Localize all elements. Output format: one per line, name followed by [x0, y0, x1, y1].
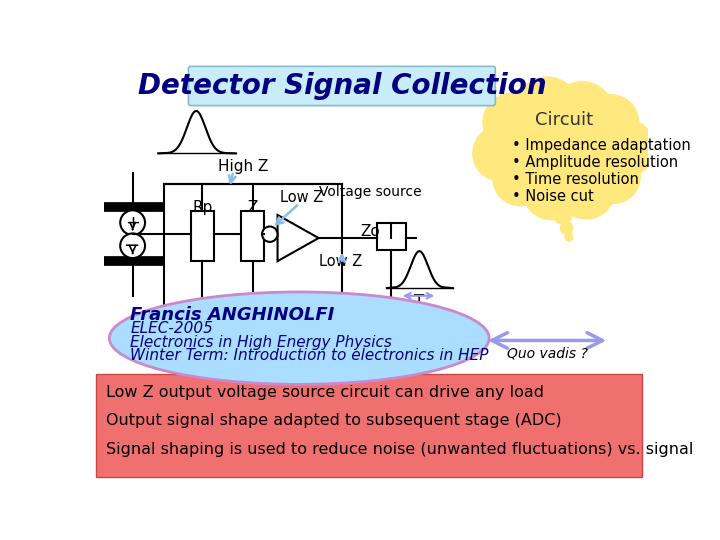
Circle shape [551, 82, 613, 143]
Circle shape [554, 206, 572, 224]
Circle shape [521, 102, 601, 182]
Circle shape [503, 136, 561, 194]
Bar [163, 184, 342, 319]
Text: • Amplitude resolution: • Amplitude resolution [513, 155, 678, 170]
Circle shape [586, 150, 640, 204]
Bar [96, 374, 642, 477]
Text: −: − [125, 237, 141, 255]
Text: Output signal shape adapted to subsequent stage (ADC): Output signal shape adapted to subsequen… [106, 413, 561, 428]
Text: • Noise cut: • Noise cut [513, 189, 594, 204]
Bar [377, 222, 406, 249]
Bar [191, 211, 214, 261]
Circle shape [483, 93, 542, 152]
Text: • Impedance adaptation: • Impedance adaptation [513, 138, 691, 153]
Text: Z: Z [248, 200, 258, 215]
Circle shape [557, 160, 616, 219]
Circle shape [120, 210, 145, 235]
Circle shape [493, 152, 547, 206]
Circle shape [262, 226, 277, 242]
Circle shape [484, 111, 534, 160]
Ellipse shape [109, 292, 489, 384]
Text: • Time resolution: • Time resolution [513, 172, 639, 187]
Circle shape [595, 119, 654, 177]
Circle shape [515, 77, 580, 142]
Bar [241, 211, 264, 261]
Text: Circuit: Circuit [535, 111, 593, 129]
Text: +: + [125, 214, 140, 232]
Circle shape [120, 233, 145, 258]
Text: Francis ANGHINOLFI: Francis ANGHINOLFI [130, 306, 335, 324]
Text: Electronics in High Energy Physics: Electronics in High Energy Physics [130, 334, 392, 349]
Circle shape [583, 95, 639, 150]
Circle shape [565, 233, 573, 241]
Text: Signal shaping is used to reduce noise (unwanted fluctuations) vs. signal: Signal shaping is used to reduce noise (… [106, 442, 693, 456]
Text: T: T [414, 293, 425, 311]
FancyBboxPatch shape [189, 66, 495, 106]
Text: Zo: Zo [361, 225, 380, 239]
Text: High Z: High Z [218, 159, 269, 174]
Circle shape [473, 126, 528, 181]
Text: Low Z output voltage source circuit can drive any load: Low Z output voltage source circuit can … [106, 384, 544, 400]
Text: Winter Term: Introduction to electronics in HEP: Winter Term: Introduction to electronics… [130, 348, 489, 363]
Circle shape [523, 164, 579, 220]
Text: Voltage source: Voltage source [319, 185, 421, 199]
Text: Quo vadis ?: Quo vadis ? [507, 347, 588, 361]
Circle shape [560, 222, 573, 234]
Text: ELEC-2005: ELEC-2005 [130, 321, 213, 336]
Text: Low Z: Low Z [319, 254, 362, 268]
Text: Detector Signal Collection: Detector Signal Collection [138, 72, 546, 100]
Text: Low Z: Low Z [280, 190, 323, 205]
Circle shape [532, 146, 594, 207]
Text: Rp: Rp [192, 200, 212, 215]
Circle shape [565, 125, 630, 190]
